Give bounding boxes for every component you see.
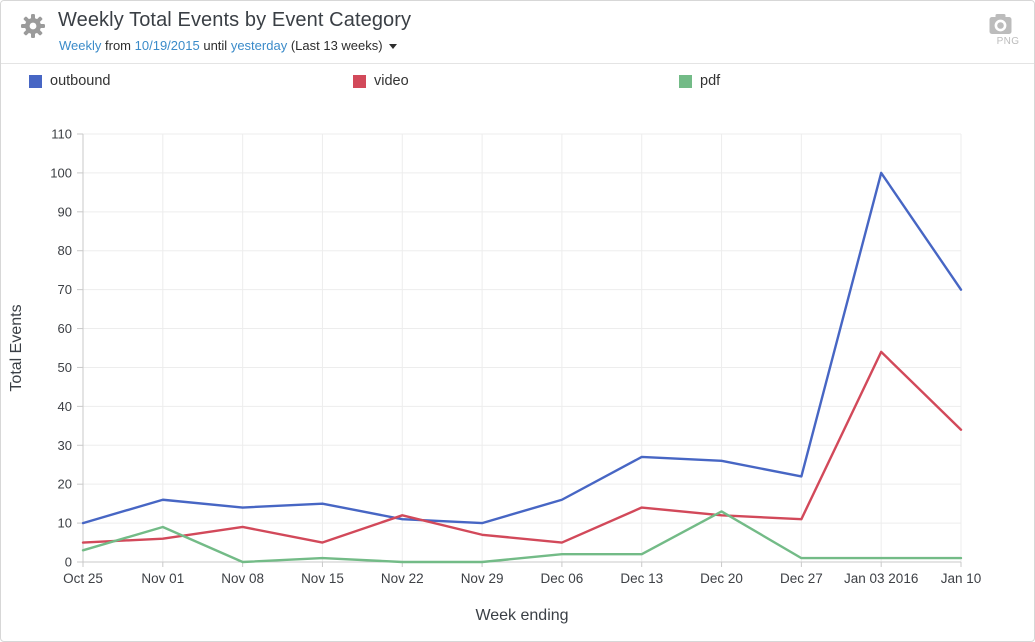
end-date-link[interactable]: yesterday — [230, 38, 288, 53]
x-tick-label: Nov 01 — [141, 571, 184, 586]
interval-link[interactable]: Weekly — [59, 38, 102, 53]
legend-label-video: video — [374, 73, 409, 89]
y-tick-label: 0 — [65, 555, 72, 570]
gear-icon — [21, 14, 45, 38]
y-tick-label: 40 — [58, 399, 72, 414]
settings-gear-button[interactable] — [19, 12, 47, 40]
start-date-link[interactable]: 10/19/2015 — [134, 38, 200, 53]
x-tick-label: Dec 13 — [620, 571, 663, 586]
x-tick-label: Dec 27 — [780, 571, 823, 586]
export-png-button[interactable]: PNG — [988, 13, 1028, 47]
line-chart-svg: 0 10 20 30 40 50 60 70 80 90 100 110 Oct 25 Nov 01 Nov… — [8, 127, 982, 625]
legend-label-outbound: outbound — [50, 73, 111, 89]
chart-title: Weekly Total Events by Event Category — [58, 9, 412, 31]
chart-subtitle: Weekly from 10/19/2015 until yesterday (… — [59, 38, 398, 53]
x-tick-label: Nov 08 — [221, 571, 264, 586]
export-format-label: PNG — [996, 36, 1020, 47]
series-line-video — [81, 350, 963, 544]
y-tick-label: 70 — [58, 282, 72, 297]
y-tick-label: 10 — [58, 516, 72, 531]
legend-item-video[interactable]: video — [353, 73, 409, 89]
x-tick-label: Nov 22 — [381, 571, 424, 586]
y-tick-label: 100 — [50, 165, 72, 180]
subtitle-from-word: from — [105, 38, 132, 53]
y-tick-label: 60 — [58, 321, 72, 336]
y-tick-label: 110 — [51, 127, 72, 142]
legend-label-pdf: pdf — [700, 73, 721, 89]
camera-icon — [989, 14, 1012, 34]
x-tick-label: Jan 03 2016 — [844, 571, 918, 586]
x-tick-label: Nov 15 — [301, 571, 344, 586]
y-tick-label: 80 — [58, 243, 72, 258]
y-axis-title: Total Events — [8, 304, 25, 391]
x-tick-label: Nov 29 — [461, 571, 504, 586]
legend-item-outbound[interactable]: outbound — [29, 73, 110, 89]
chart-plot-area: 0 10 20 30 40 50 60 70 80 90 100 110 Oct 25 Nov 01 Nov… — [1, 102, 1034, 641]
legend-swatch-video — [353, 74, 366, 88]
chart-legend: outbound video pdf — [1, 64, 1034, 102]
x-axis-title: Week ending — [475, 607, 568, 624]
y-tick-label: 50 — [58, 360, 72, 375]
series-line-outbound — [81, 171, 963, 525]
y-tick-label: 20 — [58, 477, 72, 492]
widget-header: Weekly Total Events by Event Category We… — [1, 1, 1034, 64]
legend-swatch-outbound — [29, 74, 42, 88]
legend-item-pdf[interactable]: pdf — [679, 73, 720, 89]
y-tick-label: 90 — [58, 204, 72, 219]
x-tick-label: Dec 20 — [700, 571, 743, 586]
subtitle-until-word: until — [203, 38, 228, 53]
legend-swatch-pdf — [679, 74, 692, 88]
x-tick-label: Dec 06 — [541, 571, 584, 586]
caret-down-icon[interactable] — [389, 44, 398, 49]
x-tick-label: Oct 25 — [63, 571, 103, 586]
subtitle-range-note: (Last 13 weeks) — [290, 38, 383, 53]
y-tick-label: 30 — [58, 438, 72, 453]
x-tick-label: Jan 10 — [941, 571, 982, 586]
series-line-pdf — [81, 510, 963, 564]
